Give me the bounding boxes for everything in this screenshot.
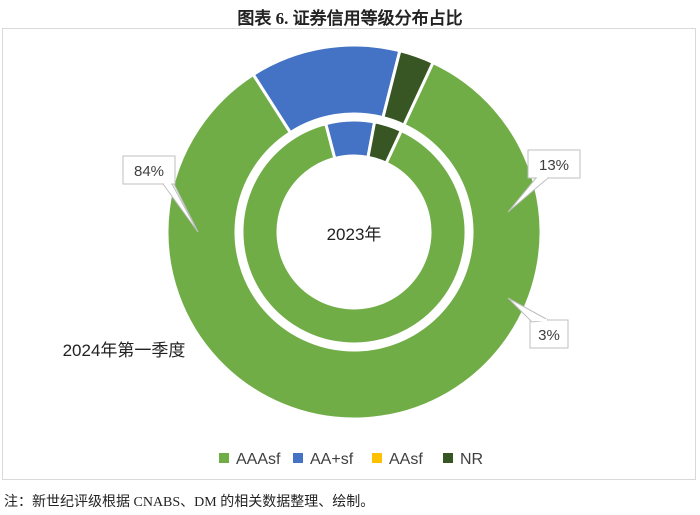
data-label-13: 13%: [539, 157, 569, 174]
footnote: 注：新世纪评级根据 CNABS、DM 的相关数据整理、绘制。: [4, 495, 375, 510]
legend-label-aaplussf: AA+sf: [310, 451, 354, 468]
outer-ring-label: 2024年第一季度: [63, 341, 186, 360]
inner-ring-slice-aaasf: [240, 121, 468, 346]
inner-ring-slice-aaplussf: [323, 118, 377, 161]
doughnut-chart: 84% 13% 3% 2023年 2024年第一季度 AAAsf AA+sf AAs…: [63, 43, 581, 468]
data-label-84: 84%: [134, 163, 164, 180]
legend-swatch-aaplussf: [293, 453, 303, 463]
legend-swatch-aasf: [372, 453, 382, 463]
legend-label-aasf: AAsf: [389, 451, 423, 468]
legend-swatch-nr: [443, 453, 453, 463]
center-label: 2023年: [327, 225, 382, 244]
chart-title: 图表 6. 证券信用等级分布占比: [237, 9, 463, 28]
inner-ring-slice-nr: [366, 120, 404, 166]
legend-swatch-aaasf: [219, 453, 229, 463]
callout-box-13: [527, 149, 581, 179]
legend-label-aaasf: AAAsf: [236, 451, 281, 468]
callout-box-84: [122, 155, 176, 185]
data-label-3: 3%: [538, 327, 560, 344]
legend: AAAsf AA+sf AAsf NR: [219, 451, 483, 468]
chart-frame: [2, 28, 696, 480]
outer-ring-slice-nr: [381, 48, 436, 128]
legend-label-nr: NR: [460, 451, 483, 468]
